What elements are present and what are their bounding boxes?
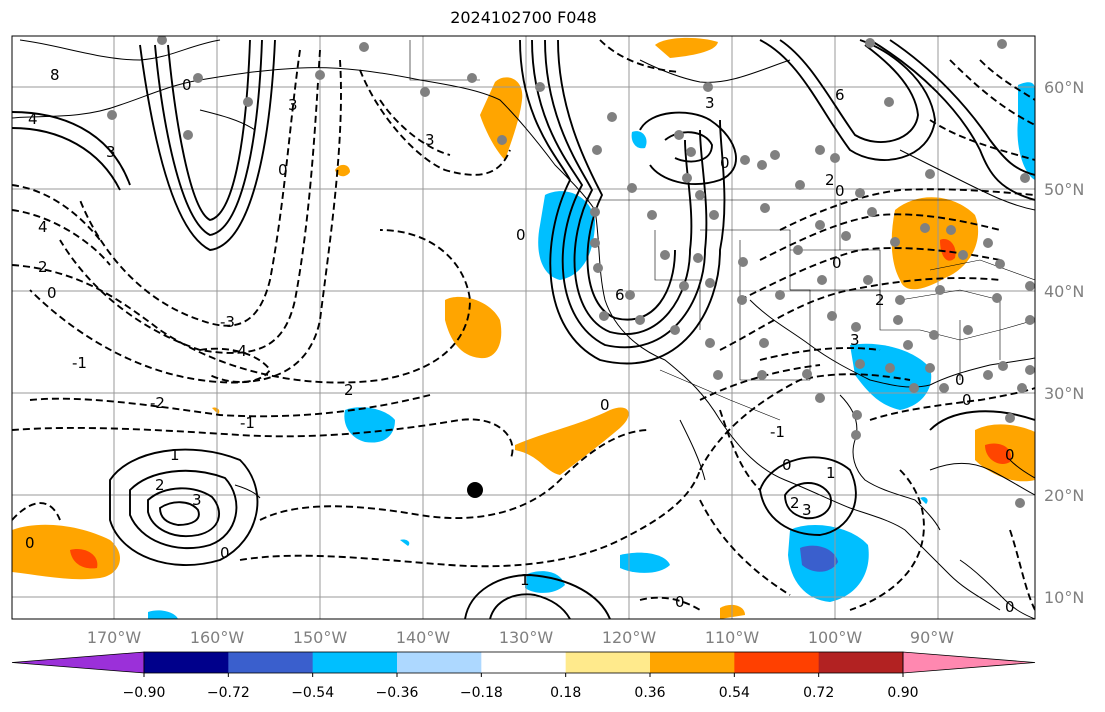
svg-text:4: 4 [38,218,48,236]
svg-text:10°N: 10°N [1044,588,1084,607]
colorbar-tick-label: −0.90 [123,685,166,701]
colorbar: −0.90 −0.72 −0.54 −0.36 −0.18 0.18 0.36 0.54 0.7… [11,651,1036,701]
colorbar-tick-label: −0.18 [460,685,503,701]
svg-text:-2: -2 [150,394,165,412]
svg-text:100°W: 100°W [808,628,863,647]
svg-text:-4: -4 [232,342,247,360]
colorbar-tick-label: 0.18 [550,685,581,701]
svg-text:-1: -1 [770,423,785,441]
svg-text:0: 0 [720,154,730,172]
colorbar-segment [228,652,314,673]
svg-text:8: 8 [50,66,60,84]
colorbar-tick-label: 0.90 [887,685,918,701]
svg-text:-3: -3 [220,313,235,331]
svg-text:140°W: 140°W [396,628,451,647]
map-title: 2024102700 F048 [450,8,597,27]
svg-text:6: 6 [835,86,845,104]
svg-text:90°W: 90°W [910,628,954,647]
colorbar-tick-label: 0.72 [803,685,834,701]
svg-text:3: 3 [705,94,715,112]
svg-text:0: 0 [1005,598,1015,616]
svg-text:2: 2 [344,381,354,399]
svg-text:2: 2 [790,494,800,512]
svg-text:50°N: 50°N [1044,180,1084,199]
colorbar-segment [144,652,229,673]
svg-text:130°W: 130°W [499,628,554,647]
svg-text:2: 2 [875,291,885,309]
colorbar-extend-high [902,651,1036,674]
svg-text:-1: -1 [240,414,255,432]
svg-text:2: 2 [155,476,165,494]
svg-text:3: 3 [288,96,298,114]
map-area: 8 4 3 0 4 2 0 3 0 3 0 3 6 0 6 2 0 0 -3 -… [12,36,1035,619]
svg-text:20°N: 20°N [1044,486,1084,505]
svg-text:0: 0 [835,182,845,200]
colorbar-segment [565,652,651,673]
colorbar-segment [397,652,482,673]
colorbar-tick-label: −0.54 [291,685,334,701]
svg-text:1: 1 [170,446,180,464]
svg-text:2: 2 [38,258,48,276]
colorbar-tick-label: 0.54 [719,685,750,701]
svg-text:0: 0 [516,226,526,244]
svg-text:30°N: 30°N [1044,384,1084,403]
colorbar-segment [312,652,398,673]
colorbar-tick-label: 0.36 [634,685,665,701]
svg-text:40°N: 40°N [1044,282,1084,301]
svg-text:0: 0 [675,593,685,611]
svg-text:-1: -1 [72,354,87,372]
negative-contours [12,39,1035,611]
svg-text:0: 0 [278,161,288,179]
map-frame [11,35,1036,620]
svg-text:3: 3 [192,491,202,509]
svg-text:2: 2 [825,171,835,189]
political-borders [409,40,1035,421]
svg-text:160°W: 160°W [190,628,245,647]
colorbar-tick-label: −0.36 [376,685,419,701]
svg-text:1: 1 [826,464,836,482]
contour-labels: 8 4 3 0 4 2 0 3 0 3 0 3 6 0 6 2 0 0 -3 -… [25,66,1015,616]
svg-text:0: 0 [962,391,972,409]
svg-text:110°W: 110°W [705,628,760,647]
colorbar-segment [481,652,567,673]
station-markers [107,36,1035,508]
svg-text:0: 0 [1005,446,1015,464]
colorbar-frame [143,651,904,674]
svg-text:3: 3 [106,143,116,161]
svg-text:0: 0 [182,76,192,94]
svg-text:120°W: 120°W [602,628,657,647]
svg-text:170°W: 170°W [87,628,142,647]
graticule [12,36,1035,619]
svg-text:0: 0 [782,456,792,474]
svg-text:0: 0 [955,371,965,389]
colorbar-segment [734,652,820,673]
colorbar-segment [650,652,735,673]
svg-text:0: 0 [25,534,35,552]
svg-text:150°W: 150°W [293,628,348,647]
svg-text:0: 0 [220,544,230,562]
svg-text:4: 4 [28,110,38,128]
svg-text:3: 3 [802,501,812,519]
positive-contours [12,39,1035,619]
svg-text:0: 0 [832,254,842,272]
positive-anomaly-shading [12,37,1035,619]
svg-text:3: 3 [425,131,435,149]
svg-text:3: 3 [850,331,860,349]
svg-text:0: 0 [600,396,610,414]
colorbar-extend-low [11,651,145,674]
svg-text:1: 1 [520,571,530,589]
svg-text:60°N: 60°N [1044,78,1084,97]
latitude-labels: 60°N 50°N 40°N 30°N 20°N 10°N [1044,78,1084,607]
longitude-labels: 170°W 160°W 150°W 140°W 130°W 120°W 110°… [87,628,954,647]
colorbar-tick-label: −0.72 [207,685,250,701]
storm-center-marker [467,482,483,498]
svg-text:0: 0 [47,284,57,302]
colorbar-segment [818,652,904,673]
svg-text:6: 6 [615,286,625,304]
